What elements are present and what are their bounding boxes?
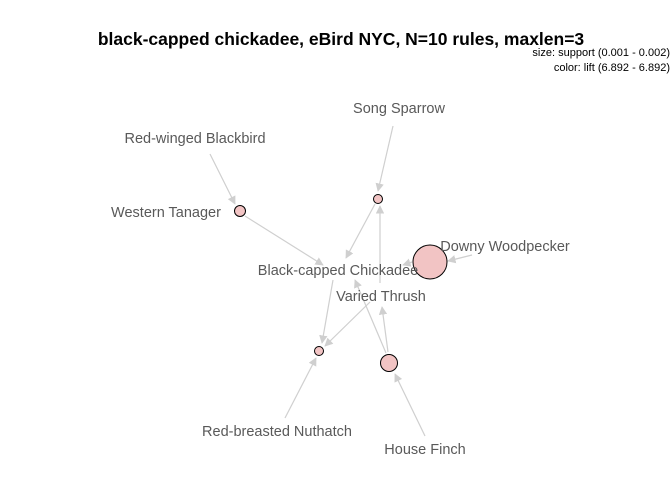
rule-node-red-breasted-nuthatch[interactable]: [314, 346, 324, 356]
edge-house-finch-to-rule: [394, 373, 426, 437]
legend-size: size: support (0.001 - 0.002): [532, 47, 670, 59]
edge-red-winged-blackbird-to-tanager: [209, 153, 236, 205]
item-label-varied-thrush: Varied Thrush: [336, 289, 426, 305]
edge-big-rule-to-chickadee: [402, 258, 413, 267]
rule-node-house-finch[interactable]: [380, 354, 398, 372]
item-label-house-finch: House Finch: [384, 442, 465, 458]
item-label-song-sparrow: Song Sparrow: [353, 101, 445, 117]
edge-downy-to-big-rule: [447, 254, 473, 264]
edge-finch-rule-to-chickadee: [354, 279, 387, 354]
legend-color: color: lift (6.892 - 6.892): [553, 62, 670, 74]
edge-nuthatch-to-rule: [284, 357, 317, 419]
item-labels: Song Sparrow Red-winged Blackbird Wester…: [111, 101, 570, 458]
item-label-red-breasted-nuthatch: Red-breasted Nuthatch: [202, 424, 352, 440]
rule-node-song-sparrow[interactable]: [373, 194, 383, 204]
edge-varied-to-nuthatch-rule: [324, 301, 371, 347]
item-label-western-tanager: Western Tanager: [111, 205, 221, 221]
edges: [209, 125, 473, 437]
edge-chickadee-to-nuthatch-rule: [319, 279, 334, 344]
rule-nodes: [234, 194, 448, 372]
edge-tanager-to-chickadee: [244, 215, 324, 266]
edge-rule-to-chickadee: [345, 203, 376, 259]
edge-song-sparrow-to-rule: [375, 125, 394, 192]
rule-node-downy-woodpecker[interactable]: [412, 244, 448, 280]
item-label-black-capped-chickadee: Black-capped Chickadee: [258, 263, 418, 279]
chart-title: black-capped chickadee, eBird NYC, N=10 …: [97, 29, 585, 49]
item-label-downy-woodpecker: Downy Woodpecker: [440, 239, 570, 255]
rule-node-western-tanager[interactable]: [234, 205, 246, 217]
item-label-red-winged-blackbird: Red-winged Blackbird: [124, 131, 265, 147]
edge-finch-rule-to-varied: [378, 306, 389, 353]
